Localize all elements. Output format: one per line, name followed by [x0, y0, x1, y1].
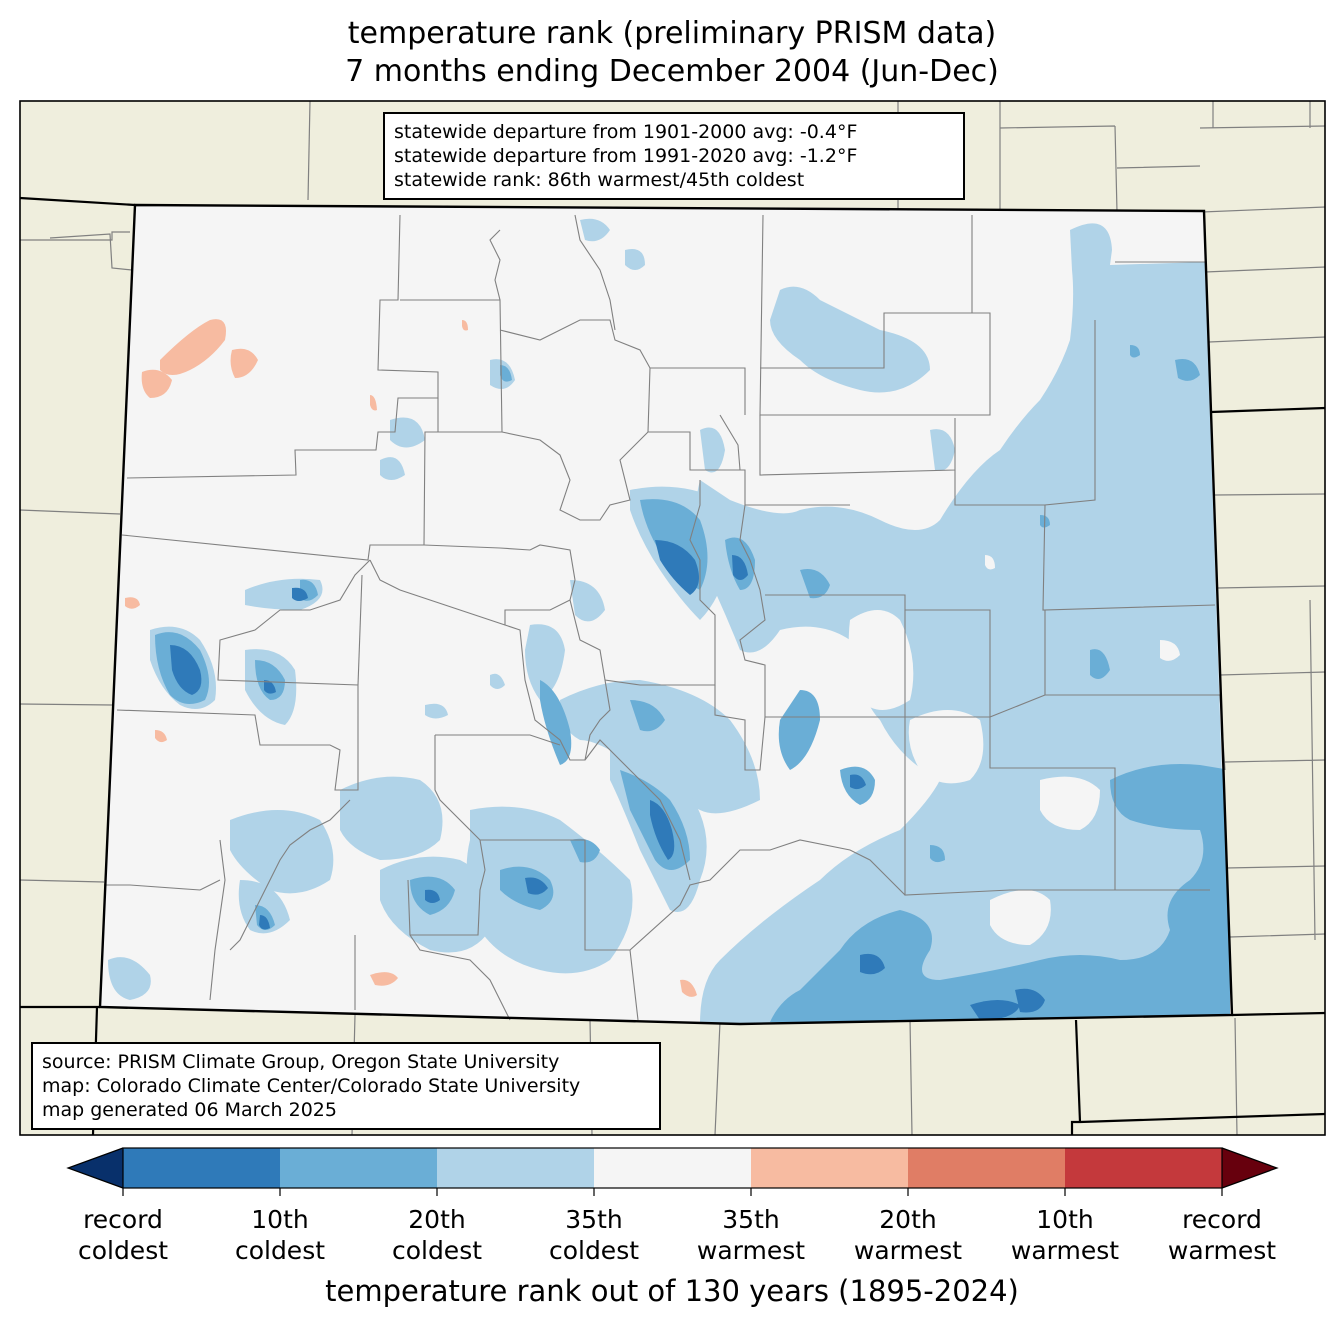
colorbar-tick-label: 35th coldest — [514, 1204, 674, 1266]
colorbar-tick-label-direction: coldest — [77, 1236, 169, 1265]
colorado-county-lines — [104, 214, 1226, 1021]
colorbar-bin — [437, 1148, 595, 1188]
colorbar-tick-label-rank: 20th — [408, 1205, 466, 1234]
colorbar-tick-label: 10th coldest — [200, 1204, 360, 1266]
colorbar-tick-label-rank: 35th — [565, 1205, 623, 1234]
colorbar-tick-label: 20th warmest — [828, 1204, 988, 1266]
map-title-line2: 7 months ending December 2004 (Jun-Dec) — [345, 54, 999, 89]
stats-departure-1991-2020: statewide departure from 1991-2020 avg: … — [394, 145, 858, 167]
map-title-line1: temperature rank (preliminary PRISM data… — [347, 16, 997, 51]
source-box: source: PRISM Climate Group, Oregon Stat… — [31, 1042, 661, 1130]
colorbar-extend-warmest — [1222, 1148, 1277, 1188]
colorbar-outline — [122, 1147, 1223, 1189]
colorbar — [66, 1147, 1279, 1196]
colorbar-bin — [123, 1148, 281, 1188]
colorbar-tick-label: record warmest — [1142, 1204, 1302, 1266]
statewide-stats-box: statewide departure from 1901-2000 avg: … — [383, 112, 965, 200]
colorbar-tick-label-rank: 35th — [722, 1205, 780, 1234]
map-frame — [19, 100, 1326, 1136]
colorbar-tick-label-direction: warmest — [1167, 1236, 1277, 1265]
colorbar-tick-label-rank: 10th — [251, 1205, 309, 1234]
colorbar-title: temperature rank out of 130 years (1895-… — [325, 1274, 1019, 1308]
temperature-rank-contours — [108, 218, 1230, 1024]
colorbar-tick-label-rank: record — [83, 1205, 163, 1234]
colorbar-tick-label-rank: record — [1182, 1205, 1262, 1234]
colorbar-tick-label-direction: warmest — [696, 1236, 806, 1265]
colorbar-bin — [908, 1148, 1066, 1188]
colorbar-bin — [1065, 1148, 1223, 1188]
source-data-credit: source: PRISM Climate Group, Oregon Stat… — [42, 1051, 560, 1073]
colorado-border — [98, 203, 1234, 1026]
colorbar-extend-coldest — [68, 1148, 123, 1188]
colorbar-tick-label-direction: warmest — [853, 1236, 963, 1265]
colorbar-tick-label-direction: warmest — [1010, 1236, 1120, 1265]
colorbar-tick-label: 10th warmest — [985, 1204, 1145, 1266]
colorbar-tick-label-direction: coldest — [234, 1236, 326, 1265]
colorbar-tick-label: 20th coldest — [357, 1204, 517, 1266]
colorbar-tick-label-rank: 10th — [1036, 1205, 1094, 1234]
colorbar-tick-label: record coldest — [43, 1204, 203, 1266]
source-generated-date: map generated 06 March 2025 — [42, 1099, 337, 1121]
colorbar-tick-label-direction: coldest — [391, 1236, 483, 1265]
colorbar-bin — [280, 1148, 438, 1188]
colorbar-tick-label: 35th warmest — [671, 1204, 831, 1266]
stats-rank: statewide rank: 86th warmest/45th coldes… — [394, 169, 805, 191]
colorbar-bin — [594, 1148, 752, 1188]
colorbar-tick-label-direction: coldest — [548, 1236, 640, 1265]
source-map-credit: map: Colorado Climate Center/Colorado St… — [42, 1075, 581, 1097]
stats-departure-1901-2000: statewide departure from 1901-2000 avg: … — [394, 121, 858, 143]
colorbar-bin — [751, 1148, 909, 1188]
colorbar-tick-label-rank: 20th — [879, 1205, 937, 1234]
